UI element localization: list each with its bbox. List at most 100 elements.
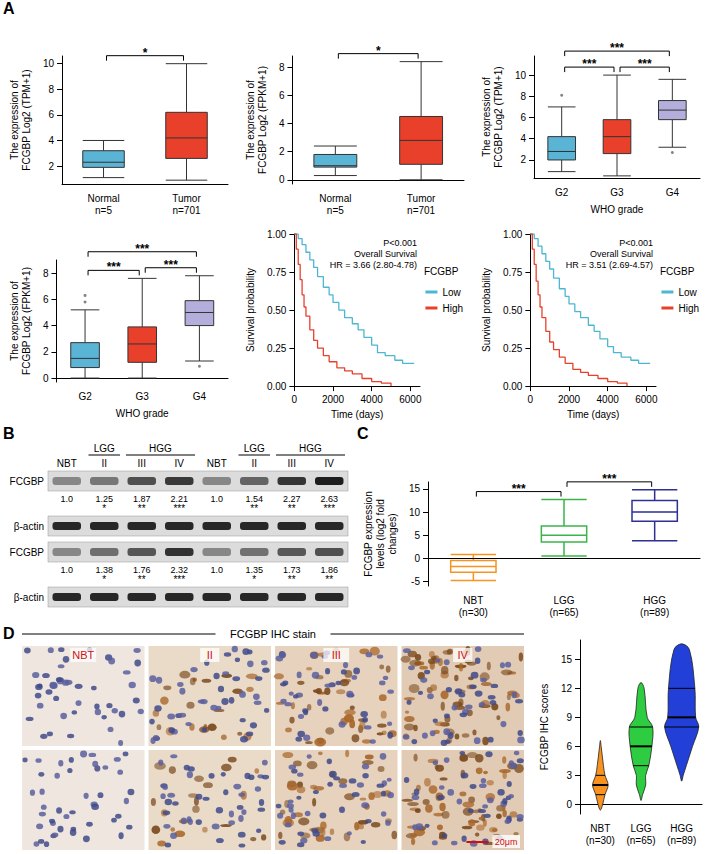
svg-text:LGG: LGG [553, 595, 574, 606]
svg-text:9: 9 [566, 712, 572, 723]
svg-text:Tumor: Tumor [172, 193, 201, 204]
svg-text:P<0.001: P<0.001 [619, 238, 653, 248]
svg-text:n=701: n=701 [407, 205, 436, 216]
svg-text:***: *** [135, 242, 149, 256]
svg-text:0: 0 [528, 394, 534, 405]
svg-text:FCGBP expression: FCGBP expression [363, 491, 374, 576]
svg-text:Survival probability: Survival probability [245, 268, 256, 352]
svg-text:Overall Survival: Overall Survival [590, 249, 653, 259]
svg-text:2: 2 [43, 346, 49, 357]
svg-text:0.00: 0.00 [267, 381, 287, 392]
svg-text:6: 6 [566, 741, 572, 752]
svg-text:IV: IV [175, 458, 185, 469]
svg-text:NBT: NBT [590, 823, 610, 834]
svg-text:FCGBP Log2 (FPKM+1): FCGBP Log2 (FPKM+1) [257, 66, 268, 174]
svg-text:(n=30): (n=30) [586, 835, 615, 846]
svg-text:G3: G3 [610, 187, 624, 198]
svg-text:6: 6 [279, 90, 285, 101]
svg-text:***: *** [173, 574, 185, 585]
svg-text:LGG: LGG [244, 443, 265, 454]
svg-text:2: 2 [48, 161, 54, 172]
svg-text:**: ** [138, 574, 146, 585]
svg-text:0.25: 0.25 [267, 343, 287, 354]
svg-text:III: III [332, 649, 341, 661]
svg-text:0: 0 [279, 174, 285, 185]
svg-text:***: *** [610, 41, 624, 55]
svg-text:0.75: 0.75 [267, 267, 287, 278]
svg-text:IV: IV [458, 649, 469, 661]
svg-text:8: 8 [48, 84, 54, 95]
svg-text:8: 8 [279, 62, 285, 73]
svg-text:Normal: Normal [319, 193, 351, 204]
svg-text:0.50: 0.50 [267, 305, 287, 316]
svg-text:HGG: HGG [299, 443, 322, 454]
svg-text:n=5: n=5 [327, 205, 344, 216]
svg-text:1.0: 1.0 [60, 494, 73, 504]
svg-text:HGG: HGG [643, 595, 666, 606]
svg-text:20μm: 20μm [495, 837, 518, 847]
svg-text:(n=30): (n=30) [459, 607, 488, 618]
svg-text:***: *** [164, 258, 178, 272]
svg-text:Survival probability: Survival probability [481, 268, 492, 352]
svg-text:II: II [207, 649, 213, 661]
svg-text:4: 4 [520, 133, 526, 144]
svg-text:15: 15 [561, 654, 573, 665]
svg-text:Overall Survival: Overall Survival [354, 249, 417, 259]
svg-text:***: *** [107, 260, 121, 274]
svg-text:Time (days): Time (days) [567, 409, 619, 420]
svg-text:III: III [288, 458, 296, 469]
svg-text:FCGBP IHC stain: FCGBP IHC stain [230, 628, 316, 640]
svg-text:2: 2 [279, 146, 285, 157]
svg-text:1.00: 1.00 [503, 229, 523, 240]
svg-text:G4: G4 [666, 187, 680, 198]
svg-text:FCGBP: FCGBP [10, 547, 45, 558]
svg-text:*: * [252, 574, 256, 585]
svg-text:***: *** [638, 57, 652, 71]
svg-text:6000: 6000 [635, 394, 658, 405]
svg-text:15: 15 [409, 483, 421, 494]
svg-text:HGG: HGG [670, 823, 693, 834]
svg-text:Tumor: Tumor [407, 193, 436, 204]
svg-text:(n=89): (n=89) [640, 607, 669, 618]
svg-text:NBT: NBT [72, 649, 94, 661]
svg-text:NBT: NBT [463, 595, 483, 606]
svg-text:0.25: 0.25 [503, 343, 523, 354]
svg-text:β-actin: β-actin [14, 592, 44, 603]
svg-text:FCGBP Log2 (TPM+1): FCGBP Log2 (TPM+1) [493, 66, 504, 167]
svg-text:High: High [442, 303, 463, 314]
svg-text:-5: -5 [411, 576, 420, 587]
svg-text:(n=89): (n=89) [667, 835, 696, 846]
svg-text:WHO grade: WHO grade [116, 408, 169, 419]
svg-text:FCGBP Log2 (TPM+1): FCGBP Log2 (TPM+1) [21, 69, 32, 170]
svg-text:LGG: LGG [630, 823, 651, 834]
svg-text:8: 8 [520, 91, 526, 102]
svg-text:2: 2 [520, 154, 526, 165]
svg-text:*: * [102, 503, 106, 514]
svg-text:FCGBP Log2 (FPKM+1): FCGBP Log2 (FPKM+1) [21, 267, 32, 375]
svg-text:G2: G2 [555, 187, 569, 198]
svg-text:**: ** [325, 574, 333, 585]
svg-text:0.75: 0.75 [503, 267, 523, 278]
svg-text:changes): changes) [387, 513, 398, 554]
svg-text:HR = 3.51 (2.69-4.57): HR = 3.51 (2.69-4.57) [566, 260, 653, 270]
svg-text:*: * [376, 44, 381, 58]
svg-text:6: 6 [43, 294, 49, 305]
svg-text:10: 10 [43, 58, 55, 69]
svg-text:1.00: 1.00 [267, 229, 287, 240]
svg-text:NBT: NBT [57, 458, 77, 469]
svg-text:LGG: LGG [94, 443, 115, 454]
svg-text:HR = 3.66 (2.80-4.78): HR = 3.66 (2.80-4.78) [330, 260, 417, 270]
svg-text:0.50: 0.50 [503, 305, 523, 316]
svg-text:FCGBP: FCGBP [424, 266, 459, 277]
svg-text:4000: 4000 [597, 394, 620, 405]
svg-text:II: II [251, 458, 257, 469]
svg-text:NBT: NBT [207, 458, 227, 469]
svg-text:12: 12 [561, 683, 573, 694]
svg-text:The expression of: The expression of [481, 77, 492, 157]
svg-text:(n=65): (n=65) [626, 835, 655, 846]
svg-text:**: ** [250, 503, 258, 514]
svg-text:**: ** [288, 503, 296, 514]
svg-text:8: 8 [43, 268, 49, 279]
svg-text:6000: 6000 [399, 394, 422, 405]
svg-text:**: ** [288, 574, 296, 585]
